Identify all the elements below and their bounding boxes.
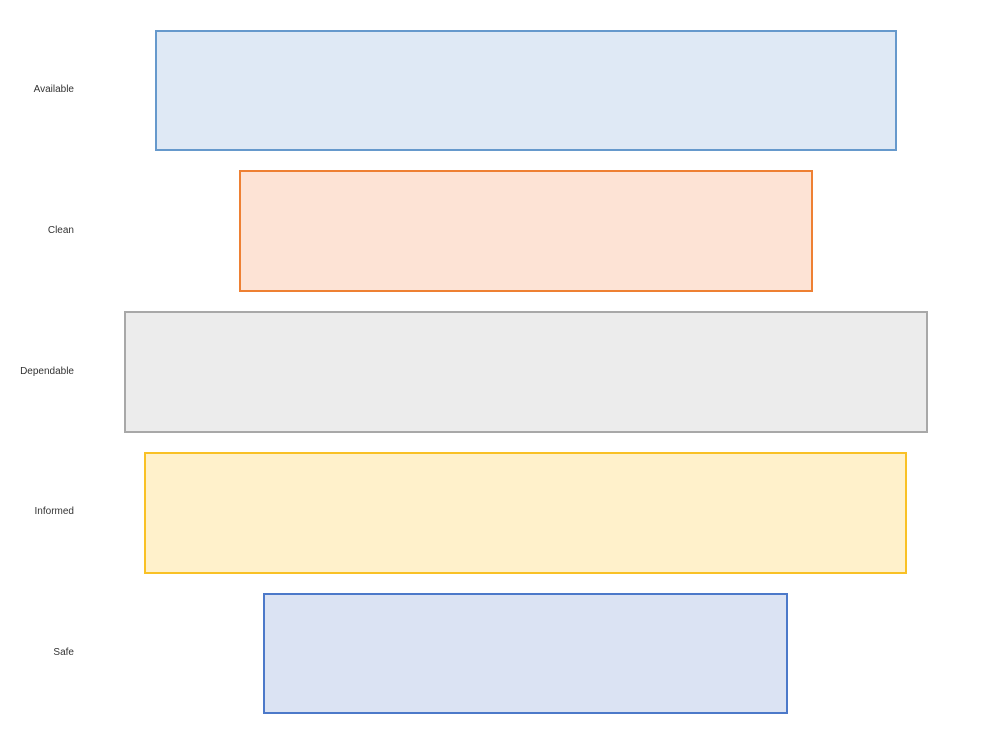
row-label-clean: Clean: [47, 225, 74, 236]
row-label-available: Available: [33, 84, 74, 95]
row-label-safe: Safe: [53, 647, 74, 658]
bar-safe: [263, 593, 788, 714]
bar-dependable: [124, 311, 928, 433]
bar-clean: [239, 170, 813, 292]
bar-informed: [144, 452, 907, 574]
bar-available: [155, 30, 897, 151]
row-label-informed: Informed: [34, 506, 74, 517]
row-label-dependable: Dependable: [20, 366, 74, 377]
